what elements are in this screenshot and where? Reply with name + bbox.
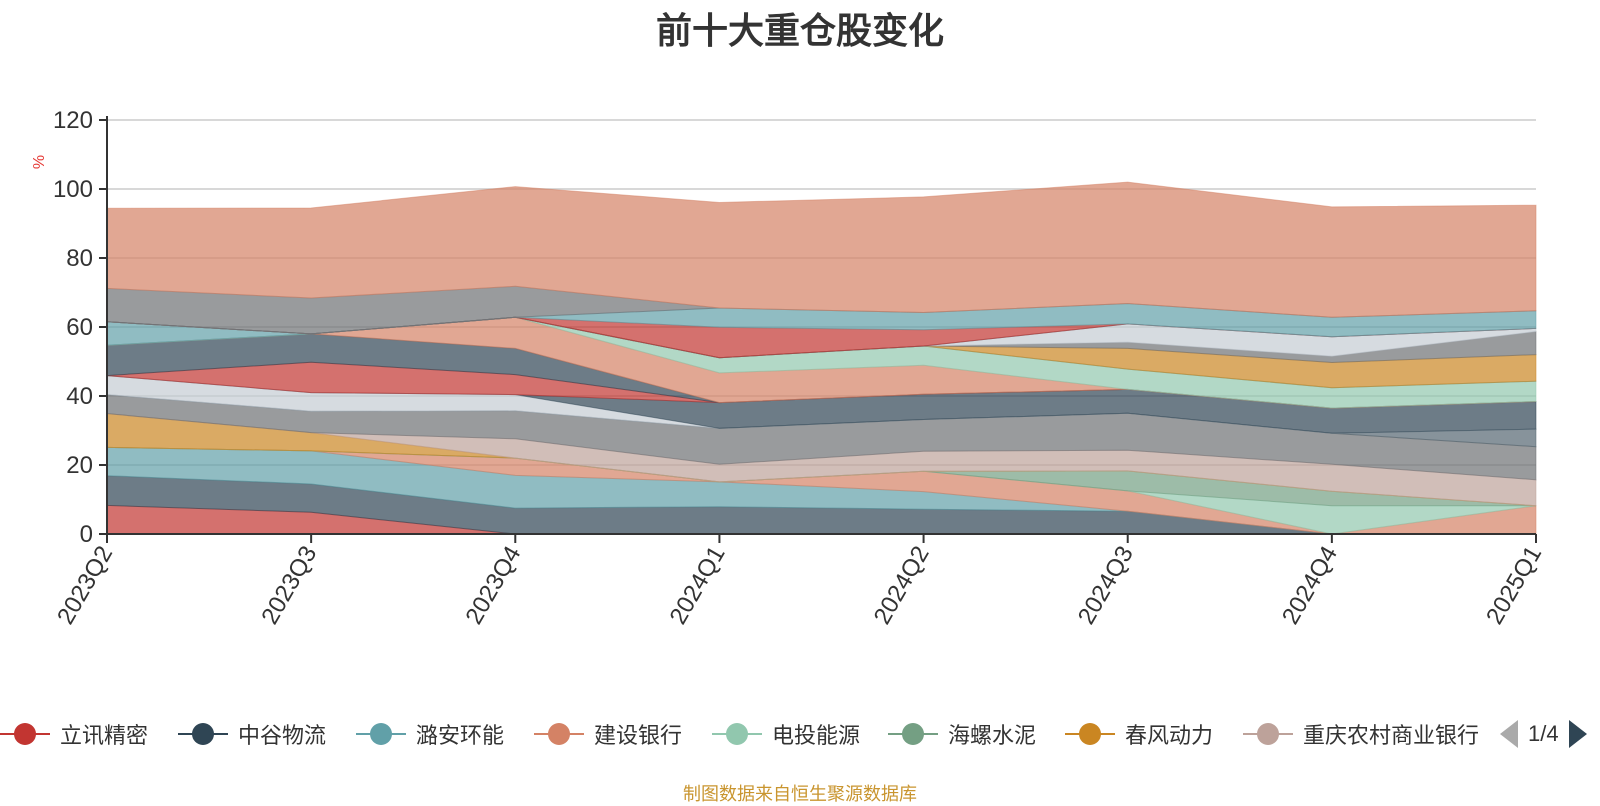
legend-marker-icon <box>712 716 762 752</box>
legend-item[interactable]: 中谷物流 <box>178 716 326 752</box>
y-tick-label: 0 <box>80 521 93 548</box>
x-tick-label: 2024Q2 <box>869 542 935 629</box>
legend: 立讯精密 中谷物流 潞安环能 建设银行 电投能源 海螺水泥 春风动力 重庆农村商业银行 1/4 <box>0 716 1600 752</box>
x-tick-label: 2023Q4 <box>460 542 526 629</box>
y-tick-label: 40 <box>66 383 93 410</box>
chart-source-note: 制图数据来自恒生聚源数据库 <box>683 784 917 804</box>
legend-label: 春风动力 <box>1125 723 1214 748</box>
legend-item[interactable]: 重庆农村商业银行 <box>1243 716 1479 752</box>
legend-items: 立讯精密 中谷物流 潞安环能 建设银行 电投能源 海螺水泥 春风动力 重庆农村商业银行 <box>0 716 1480 752</box>
legend-item[interactable]: 电投能源 <box>712 716 860 752</box>
legend-page-indicator: 1/4 <box>1528 721 1559 746</box>
legend-marker-icon <box>356 716 406 752</box>
x-tick-label: 2024Q4 <box>1277 542 1343 629</box>
x-tick-label: 2023Q2 <box>52 542 118 629</box>
legend-label: 电投能源 <box>772 723 861 748</box>
legend-label: 立讯精密 <box>60 723 149 748</box>
x-tick-label: 2024Q3 <box>1073 542 1139 629</box>
series-area <box>106 181 1537 318</box>
legend-item[interactable]: 春风动力 <box>1065 716 1213 752</box>
legend-item[interactable]: 潞安环能 <box>356 716 504 752</box>
chart-title: 前十大重仓股变化 <box>655 10 944 51</box>
legend-next-page-icon[interactable] <box>1568 720 1587 748</box>
y-axis-unit: % <box>31 155 48 169</box>
legend-label: 海螺水泥 <box>948 723 1037 748</box>
x-tick-label: 2024Q1 <box>665 542 731 629</box>
legend-label: 中谷物流 <box>238 723 327 748</box>
legend-item[interactable]: 海螺水泥 <box>888 716 1036 752</box>
y-tick-label: 100 <box>53 176 93 203</box>
legend-marker-icon <box>888 716 938 752</box>
legend-marker-icon <box>0 716 50 752</box>
legend-label: 重庆农村商业银行 <box>1303 723 1480 748</box>
legend-prev-page-icon[interactable] <box>1500 720 1518 748</box>
x-tick-label: 2025Q1 <box>1481 542 1547 629</box>
y-tick-label: 120 <box>53 107 93 134</box>
legend-marker-icon <box>534 716 584 752</box>
area-series-group <box>106 181 1537 535</box>
legend-item[interactable]: 建设银行 <box>534 716 682 752</box>
legend-item[interactable]: 立讯精密 <box>0 716 148 752</box>
y-tick-label: 80 <box>66 245 93 272</box>
legend-marker-icon <box>1243 716 1293 752</box>
legend-marker-icon <box>178 716 228 752</box>
y-tick-label: 20 <box>66 452 93 479</box>
legend-marker-icon <box>1065 716 1115 752</box>
legend-label: 潞安环能 <box>416 723 505 748</box>
legend-label: 建设银行 <box>594 723 683 748</box>
legend-pager: 1/4 <box>1500 716 1587 752</box>
x-tick-label: 2023Q3 <box>256 542 322 629</box>
y-tick-label: 60 <box>66 314 93 341</box>
